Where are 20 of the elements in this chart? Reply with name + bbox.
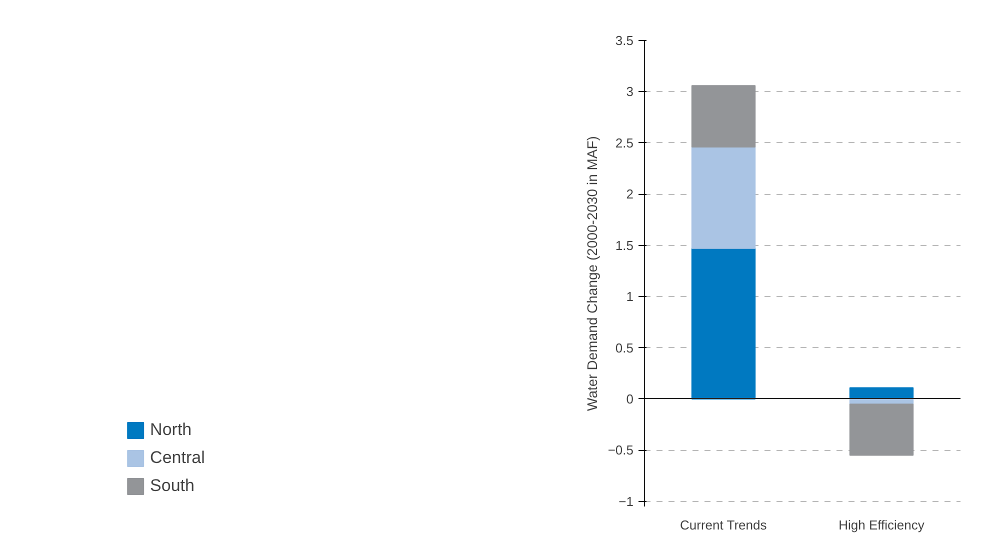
y-tick-label: −1 xyxy=(618,494,634,509)
legend-label: South xyxy=(150,476,194,496)
y-tick-label: 1 xyxy=(626,289,634,304)
y-tick-label: 3 xyxy=(626,84,634,100)
y-tick-label: 2 xyxy=(626,186,634,202)
bar xyxy=(691,146,756,249)
y-axis-title: Water Demand Change (2000-2030 in MAF) xyxy=(584,136,600,411)
bar xyxy=(691,85,756,148)
y-tick-label: 0 xyxy=(626,391,634,406)
bar xyxy=(849,404,914,456)
bar xyxy=(691,248,756,400)
legend-label: Central xyxy=(150,448,205,468)
legend-label: North xyxy=(150,420,192,440)
y-tick-label: −0.5 xyxy=(608,442,634,458)
y-tick-label: 1.5 xyxy=(615,238,634,253)
x-tick-label: High Efficiency xyxy=(838,518,925,532)
y-tick-label: 3.5 xyxy=(615,33,634,48)
y-tick-label: 2.5 xyxy=(615,135,634,150)
y-tick-label: 0.5 xyxy=(615,340,634,356)
x-tick-label: Current Trends xyxy=(680,518,768,532)
